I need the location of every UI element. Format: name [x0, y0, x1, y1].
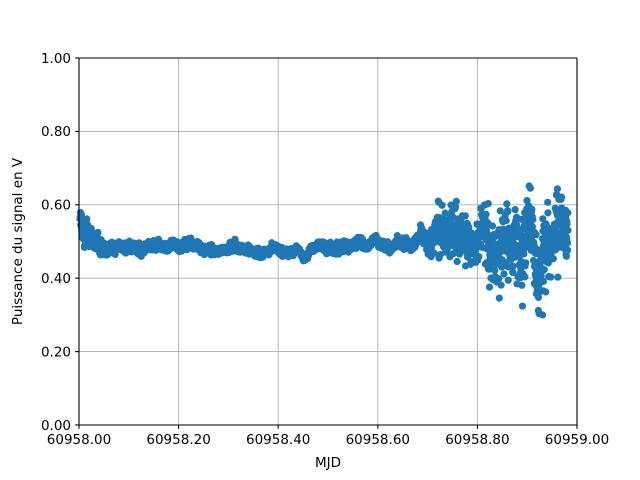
data-points	[76, 182, 572, 319]
y-tick-label: 0.20	[41, 344, 71, 360]
x-tick-label: 60958.80	[445, 432, 509, 448]
y-tick-label: 0.80	[41, 124, 71, 140]
x-tick-label: 60958.40	[246, 432, 310, 448]
x-tick-label: 60958.20	[146, 432, 210, 448]
y-axis-label: Puissance du signal en V	[10, 157, 26, 325]
y-tick-labels: 0.00 0.20 0.40 0.60 0.80 1.00	[41, 51, 71, 434]
y-tick-label: 0.60	[41, 198, 71, 214]
x-tick-label: 60958.00	[47, 432, 111, 448]
y-tick-label: 1.00	[41, 51, 71, 67]
x-tick-label: 60958.60	[346, 432, 410, 448]
x-axis-label: MJD	[315, 455, 341, 471]
tick-marks	[75, 57, 578, 429]
y-tick-label: 0.00	[41, 418, 71, 434]
x-tick-label: 60959.00	[545, 432, 609, 448]
x-tick-labels: 60958.00 60958.20 60958.40 60958.60 60958.80…	[47, 432, 609, 448]
y-tick-label: 0.40	[41, 271, 71, 287]
axes-spines	[78, 57, 578, 426]
